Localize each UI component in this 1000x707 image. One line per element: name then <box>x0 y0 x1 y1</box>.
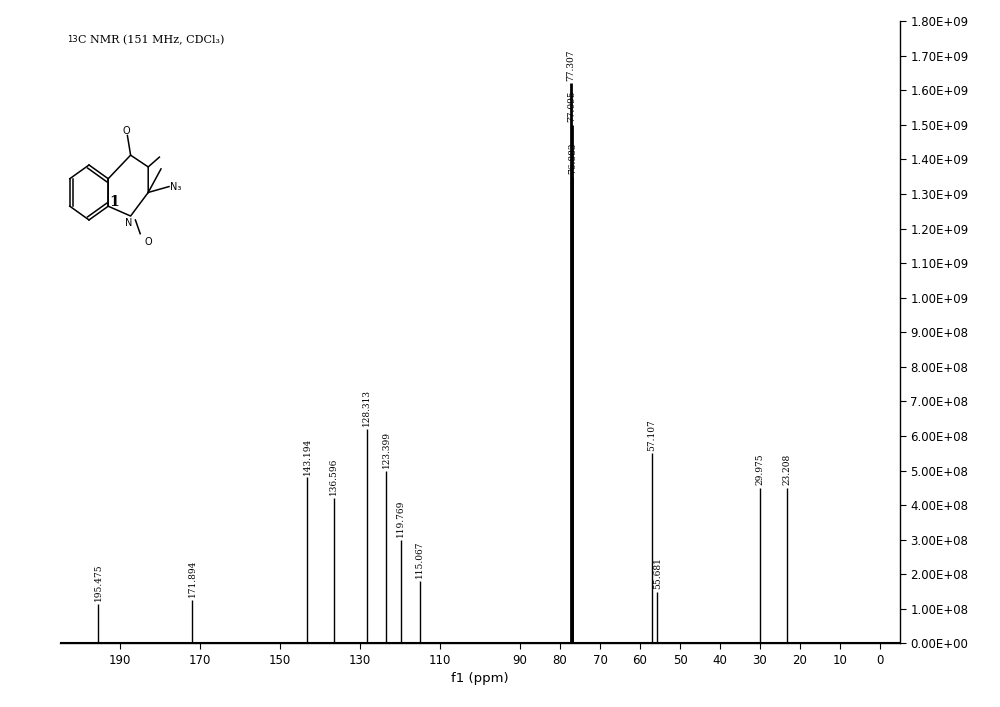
Text: O: O <box>123 126 130 136</box>
Text: 119.769: 119.769 <box>396 500 405 537</box>
Text: 115.067: 115.067 <box>415 541 424 578</box>
Text: 55.681: 55.681 <box>653 557 662 589</box>
Text: 123.399: 123.399 <box>382 431 391 468</box>
Text: N₃: N₃ <box>170 182 181 192</box>
Text: 57.107: 57.107 <box>647 419 656 450</box>
Text: 13: 13 <box>67 35 77 44</box>
Text: 136.596: 136.596 <box>329 458 338 496</box>
Text: 29.975: 29.975 <box>756 453 765 485</box>
Text: 77.307: 77.307 <box>566 49 575 81</box>
Text: 77.095: 77.095 <box>567 90 576 122</box>
X-axis label: f1 (ppm): f1 (ppm) <box>451 672 509 685</box>
Text: N: N <box>125 218 133 228</box>
Text: 1: 1 <box>110 195 119 209</box>
Text: 76.883: 76.883 <box>568 143 577 174</box>
Text: 143.194: 143.194 <box>303 438 312 474</box>
Text: O: O <box>144 237 152 247</box>
Text: 171.894: 171.894 <box>188 560 197 597</box>
Text: 128.313: 128.313 <box>362 390 371 426</box>
Text: 195.475: 195.475 <box>94 563 103 601</box>
Text: C NMR (151 MHz, CDCl₃): C NMR (151 MHz, CDCl₃) <box>78 35 224 45</box>
Text: 23.208: 23.208 <box>783 454 792 485</box>
